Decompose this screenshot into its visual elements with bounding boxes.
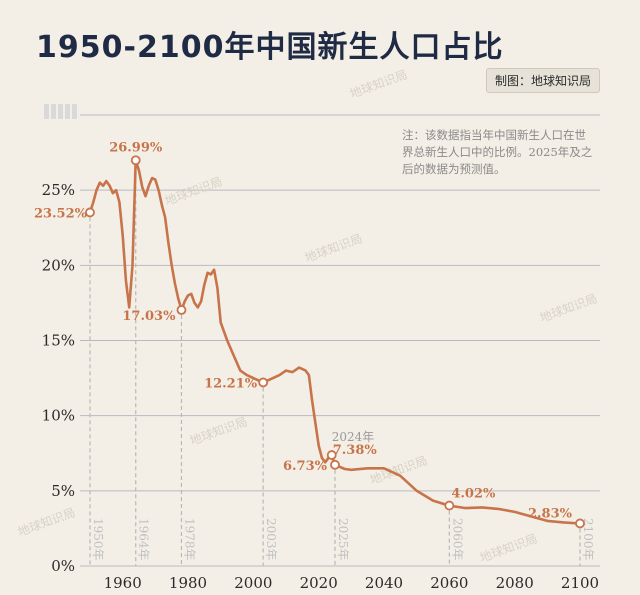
data-label: 23.52% — [34, 206, 88, 221]
year-marker-label: 2100年 — [581, 518, 595, 561]
watermark-text: 地球知识局 — [348, 67, 409, 101]
annotation-label: 2024年 — [332, 430, 375, 444]
data-label: 26.99% — [109, 140, 163, 155]
year-marker-label: 1950年 — [91, 518, 105, 561]
watermark-text: 地球知识局 — [368, 453, 429, 487]
credit-badge: 制图：地球知识局 — [485, 68, 600, 93]
data-point — [85, 207, 95, 218]
data-point — [444, 500, 455, 511]
y-tick-label: 25% — [42, 181, 75, 199]
watermark-text: 地球知识局 — [478, 531, 539, 565]
y-tick-label: 15% — [42, 332, 75, 350]
data-point — [176, 305, 187, 315]
year-marker-label: 2003年 — [264, 518, 278, 561]
watermark-text: 地球知识局 — [538, 291, 599, 325]
grid-lines — [80, 114, 600, 567]
chart-title: 1950-2100年中国新生人口占比 — [36, 30, 504, 65]
data-point — [326, 450, 337, 460]
data-point — [258, 377, 269, 388]
y-axis: 0% 5% 10% 15% 20% 25% — [42, 181, 75, 575]
x-tick-label: 2100 — [561, 574, 599, 592]
y-tick-label: 10% — [42, 407, 75, 425]
chart-note: 注：该数据指当年中国新生人口在世界总新生人口中的比例。2025年及之后的数据为预… — [402, 128, 593, 176]
watermark-text: 地球知识局 — [16, 505, 77, 539]
data-label: 2.83% — [528, 506, 573, 521]
data-point — [130, 155, 141, 166]
year-marker-label: 2060年 — [450, 518, 464, 561]
data-label: 4.02% — [451, 487, 496, 502]
x-tick-label: 2020 — [300, 574, 338, 592]
data-label: 6.73% — [283, 459, 328, 474]
data-label: 12.21% — [204, 376, 258, 391]
x-tick-label: 1960 — [104, 574, 142, 592]
data-label: 17.03% — [122, 309, 176, 324]
data-point — [575, 518, 585, 529]
x-tick-label: 2080 — [496, 574, 534, 592]
x-tick-label: 2060 — [430, 574, 468, 592]
data-point — [330, 459, 340, 470]
watermark-text: 地球知识局 — [303, 231, 364, 265]
year-marker-label: 2025年 — [336, 518, 350, 561]
x-tick-label: 2040 — [365, 574, 403, 592]
series-layer — [88, 159, 582, 525]
watermark-text: 地球知识局 — [163, 174, 224, 208]
y-tick-label: 0% — [51, 557, 75, 575]
year-marker-lines: 1950年 1964年 1978年 2003年 2025年 2060年 2100年 — [89, 165, 595, 566]
data-label: 7.38% — [333, 443, 378, 458]
x-axis: 1960 1980 2000 2020 2040 2060 2080 2100 — [104, 574, 600, 592]
year-marker-label: 1964年 — [137, 518, 151, 561]
year-marker-label: 1978年 — [182, 518, 196, 561]
legend-icon — [44, 104, 77, 119]
y-tick-label: 20% — [42, 256, 75, 274]
x-tick-label: 1980 — [169, 574, 207, 592]
x-tick-label: 2000 — [234, 574, 272, 592]
series-line — [88, 159, 582, 525]
y-tick-label: 5% — [51, 482, 75, 500]
watermark-text: 地球知识局 — [188, 414, 249, 448]
